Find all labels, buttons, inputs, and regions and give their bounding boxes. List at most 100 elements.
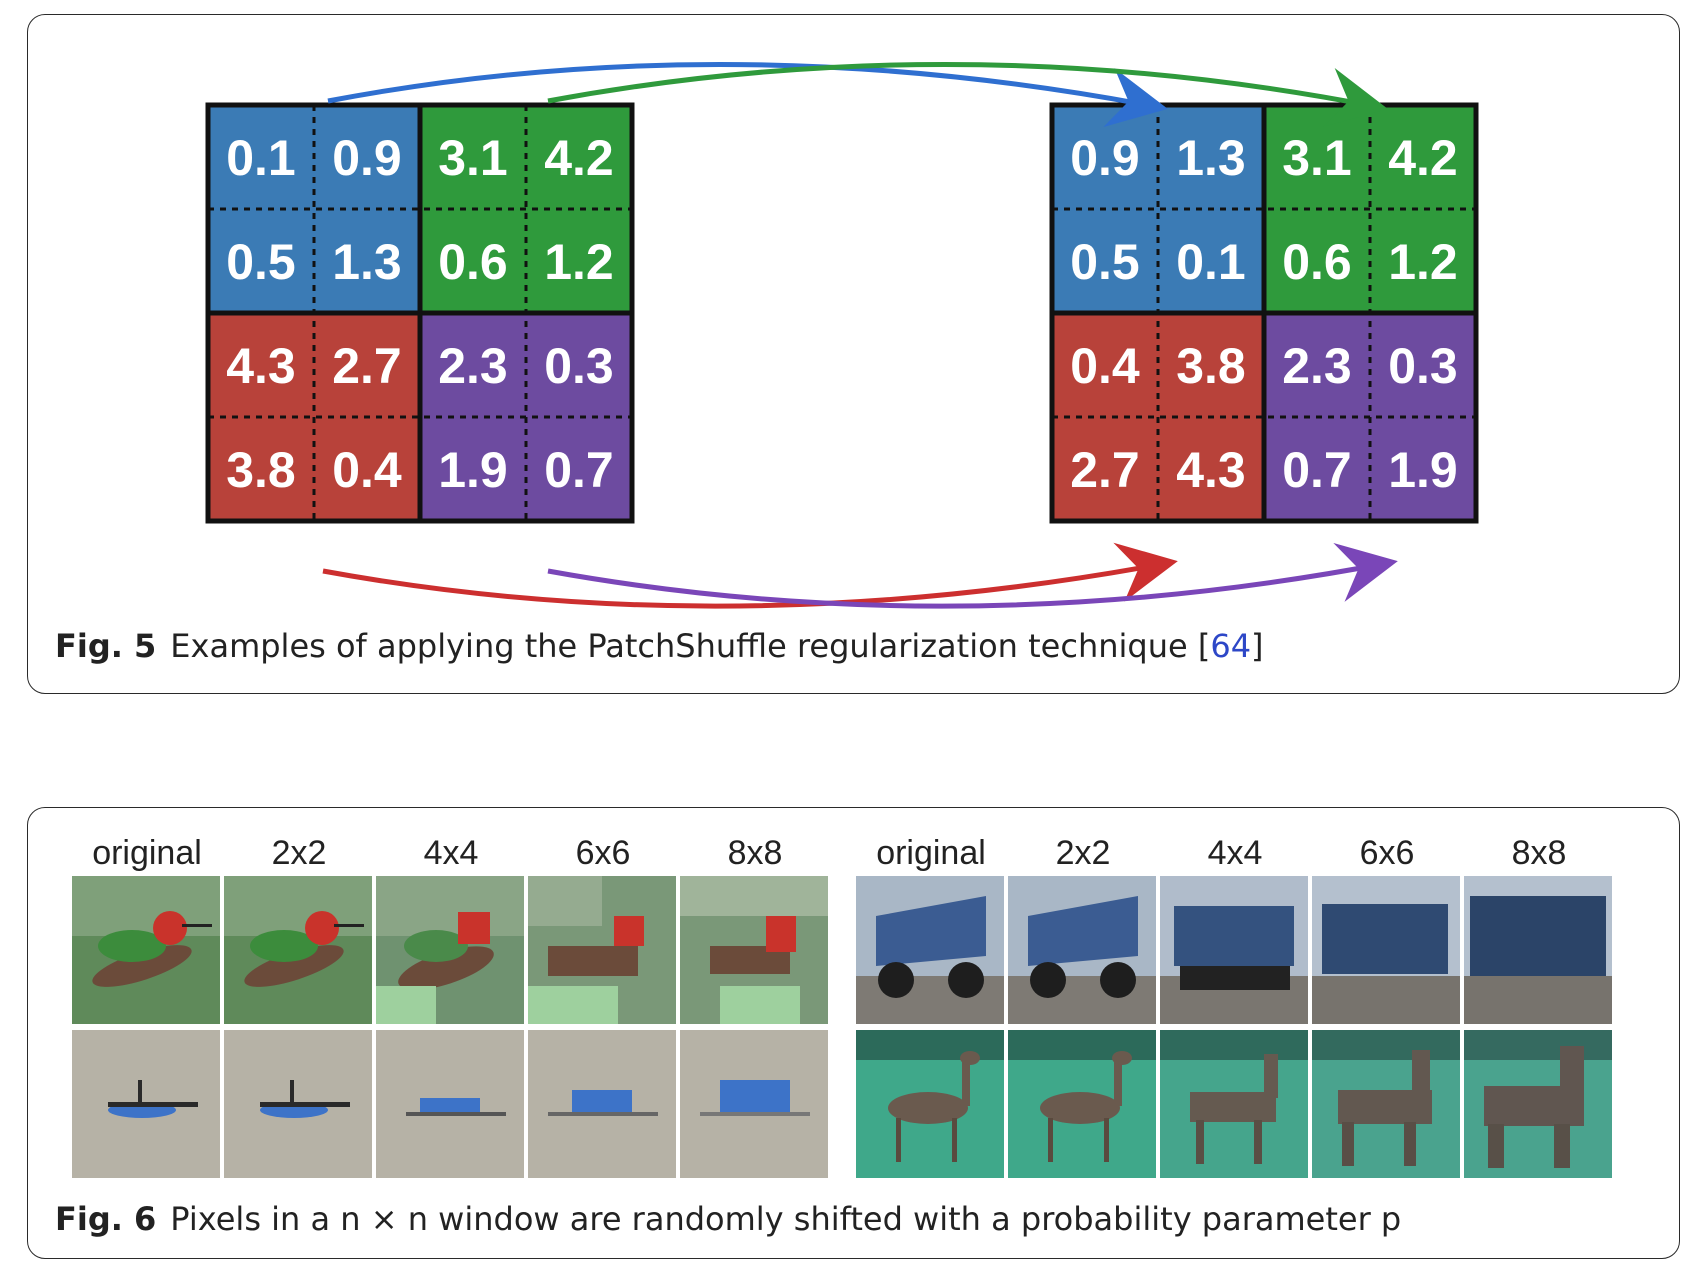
- left-cell-bg: [420, 417, 526, 521]
- thumb-truck-4x4: [1160, 876, 1308, 1024]
- right-cell-bg: [1158, 417, 1264, 521]
- arrow-red: [322, 542, 1178, 609]
- arrow-purple: [547, 542, 1398, 609]
- right-cell-bg: [1264, 417, 1370, 521]
- thumb-plane-original: [72, 1030, 220, 1178]
- left-cell-value: 0.9: [332, 130, 402, 186]
- column-label: original: [92, 834, 202, 872]
- right-cell-value: 1.3: [1176, 130, 1246, 186]
- left-cell-value: 0.6: [438, 234, 508, 290]
- thumb-deer-4x4: [1160, 1030, 1308, 1178]
- left-cell-bg: [420, 209, 526, 313]
- column-label: 8x8: [727, 834, 783, 872]
- thumb-bird-4x4: [376, 876, 524, 1024]
- right-cell-bg: [1264, 313, 1370, 417]
- thumb-truck-8x8: [1464, 876, 1612, 1024]
- right-cell-value: 0.6: [1282, 234, 1352, 290]
- citation-link[interactable]: 64: [1210, 627, 1252, 665]
- thumb-bird-2x2: [224, 876, 372, 1024]
- left-cell-value: 4.3: [226, 338, 296, 394]
- thumb-plane-8x8: [680, 1030, 828, 1178]
- column-label: 2x2: [271, 834, 327, 872]
- caption-label: Fig. 6: [55, 1200, 157, 1238]
- left-cell-value: 2.7: [332, 338, 402, 394]
- left-cell-value: 3.1: [438, 130, 508, 186]
- thumb-deer-6x6: [1312, 1030, 1460, 1178]
- arrow-green: [547, 61, 1388, 127]
- right-border: [1049, 102, 1479, 524]
- column-label: 4x4: [1207, 834, 1263, 872]
- left-cell-bg: [208, 417, 314, 521]
- left-cell-value: 2.3: [438, 338, 508, 394]
- right-cell-bg: [1052, 417, 1158, 521]
- column-label: original: [876, 834, 986, 872]
- caption-text: Examples of applying the PatchShuffle re…: [170, 627, 1211, 665]
- figure-5-caption: Fig. 5 Examples of applying the PatchShuf…: [55, 627, 1264, 665]
- left-cell-value: 0.7: [544, 442, 614, 498]
- thumb-deer-original: [856, 1030, 1004, 1178]
- thumb-bird-6x6: [528, 876, 676, 1024]
- left-cell-bg: [208, 313, 314, 417]
- left-cell-value: 3.8: [226, 442, 296, 498]
- right-cell-value: 0.5: [1070, 234, 1140, 290]
- right-cell-value: 1.2: [1388, 234, 1458, 290]
- right-cell-value: 0.3: [1388, 338, 1458, 394]
- thumb-truck-6x6: [1312, 876, 1460, 1024]
- right-cell-value: 4.3: [1176, 442, 1246, 498]
- left-cell-value: 0.4: [332, 442, 402, 498]
- right-cell-bg: [1052, 313, 1158, 417]
- left-cell-value: 0.1: [226, 130, 296, 186]
- right-cell-value: 0.7: [1282, 442, 1352, 498]
- left-cell-bg: [314, 105, 420, 209]
- left-cell-bg: [526, 209, 632, 313]
- right-cell-value: 0.1: [1176, 234, 1246, 290]
- left-cell-bg: [208, 209, 314, 313]
- right-cell-bg: [1264, 209, 1370, 313]
- grid-original: 0.1 0.9 3.1 4.2 0.5 1.3 0.6 1.2 4.3 2.7 2.3 0.3 3.8 0…: [205, 102, 635, 524]
- caption-text: Pixels in a n × n window are randomly sh…: [170, 1200, 1402, 1238]
- grid-shuffled: 0.9 1.3 3.1 4.2 0.5 0.1 0.6 1.2 0.4 3.8 2.3 0.3 2.7 4…: [1049, 102, 1479, 524]
- right-cell-value: 4.2: [1388, 130, 1458, 186]
- column-label: 2x2: [1055, 834, 1111, 872]
- left-cell-bg: [526, 417, 632, 521]
- figure-6-caption: Fig. 6 Pixels in a n × n window are rando…: [55, 1200, 1401, 1238]
- left-cell-value: 1.3: [332, 234, 402, 290]
- left-cell-bg: [420, 105, 526, 209]
- thumb-deer-8x8: [1464, 1030, 1612, 1178]
- thumb-truck-original: [856, 876, 1004, 1024]
- left-cell-bg: [314, 417, 420, 521]
- right-cell-bg: [1158, 105, 1264, 209]
- right-cell-value: 2.3: [1282, 338, 1352, 394]
- right-cell-value: 3.1: [1282, 130, 1352, 186]
- thumb-plane-4x4: [376, 1030, 524, 1178]
- figure-5-panel: 0.1 0.9 3.1 4.2 0.5 1.3 0.6 1.2 4.3 2.7 2.3 0.3 3.8 0…: [27, 14, 1680, 694]
- right-cell-bg: [1370, 313, 1476, 417]
- left-cell-value: 0.3: [544, 338, 614, 394]
- left-cell-value: 1.9: [438, 442, 508, 498]
- left-cell-value: 0.5: [226, 234, 296, 290]
- thumb-truck-2x2: [1008, 876, 1156, 1024]
- thumb-deer-2x2: [1008, 1030, 1156, 1178]
- thumb-plane-2x2: [224, 1030, 372, 1178]
- left-cell-value: 4.2: [544, 130, 614, 186]
- left-cell-bg: [526, 313, 632, 417]
- thumb-plane-6x6: [528, 1030, 676, 1178]
- right-cell-bg: [1158, 209, 1264, 313]
- left-border: [205, 102, 635, 524]
- right-cell-bg: [1370, 209, 1476, 313]
- figure-6-panel: original 2x2 4x4 6x6 8x8 original 2x2 4x4 6x6 8x8: [27, 807, 1680, 1259]
- right-cell-bg: [1052, 209, 1158, 313]
- right-cell-value: 1.9: [1388, 442, 1458, 498]
- left-cell-bg: [208, 105, 314, 209]
- column-label: 4x4: [423, 834, 479, 872]
- right-cell-value: 0.9: [1070, 130, 1140, 186]
- right-cell-bg: [1158, 313, 1264, 417]
- right-cell-bg: [1370, 417, 1476, 521]
- thumb-bird-8x8: [680, 876, 828, 1024]
- left-cell-value: 1.2: [544, 234, 614, 290]
- patchshuffle-diagram: 0.1 0.9 3.1 4.2 0.5 1.3 0.6 1.2 4.3 2.7 2.3 0.3 3.8 0…: [205, 61, 1479, 609]
- right-cell-value: 2.7: [1070, 442, 1140, 498]
- arrow-blue: [327, 61, 1168, 128]
- caption-end: ]: [1251, 627, 1264, 665]
- left-cell-bg: [420, 313, 526, 417]
